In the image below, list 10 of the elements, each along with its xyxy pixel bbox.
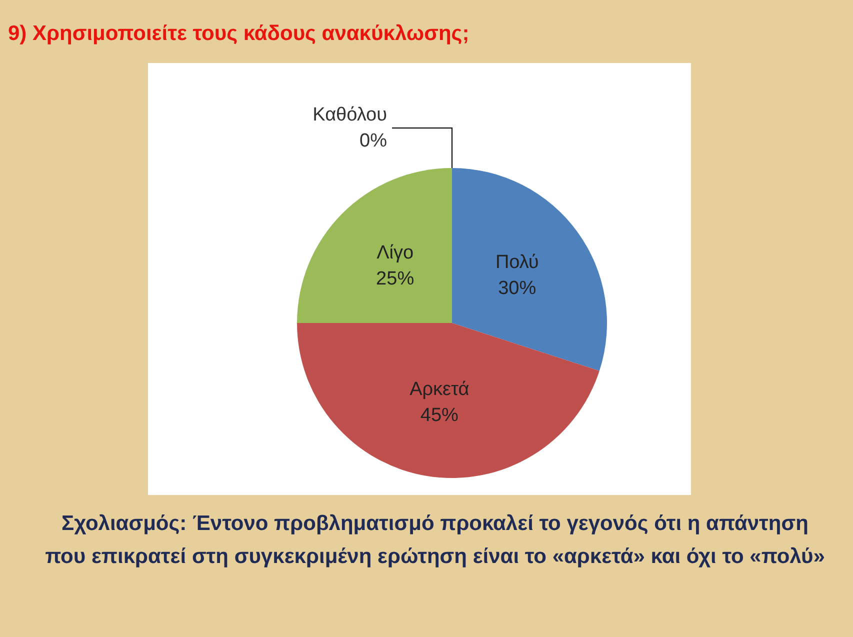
- text: Σχολιασμός: Έντονο προβληματισμό προκαλεί το γεγονός ότι η απάντηση που επικρατεί στη συγκεκριμένη ερώτηση είναι το «αρκετά» και όχι το «πολύ»: [44, 511, 826, 570]
- data-label: 25%: [376, 268, 414, 290]
- chart-title: 9) Χρησιμοποιείτε τους κάδους ανακύκλωσης;: [8, 22, 470, 46]
- text: 0%: [360, 130, 387, 152]
- slice-label: Πολύ: [495, 252, 539, 274]
- data-label: 30%: [498, 278, 536, 300]
- category-label: Καθόλου: [312, 104, 387, 126]
- slice-label: Αρκετά: [410, 379, 470, 400]
- slice-label: Λίγο: [376, 242, 414, 264]
- data-label: 45%: [420, 405, 459, 426]
